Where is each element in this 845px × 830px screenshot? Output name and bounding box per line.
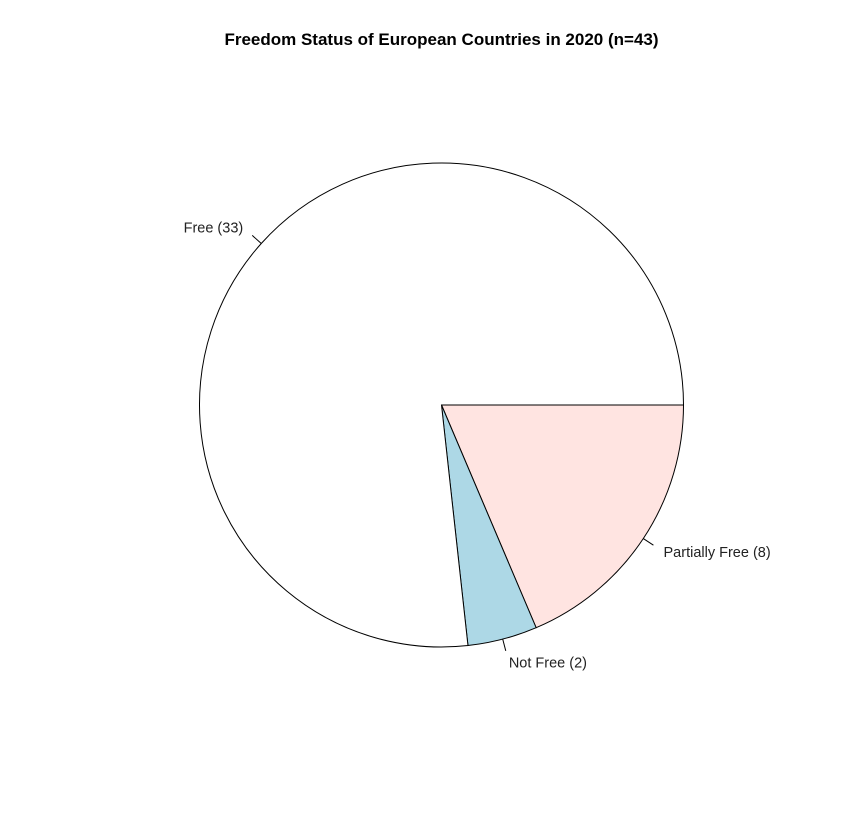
pie-slice-label: Not Free (2) (509, 656, 587, 672)
pie-labels: Partially Free (8) Not Free (2) Free (33) (184, 220, 771, 671)
pie-slice-label: Free (33) (184, 220, 244, 236)
pie-slices (199, 162, 685, 648)
pie-label-tick (643, 538, 654, 546)
pie-slice-partially-free-8 (440, 404, 685, 629)
pie-slice-free-33 (199, 162, 685, 648)
pie-label-tick (251, 235, 262, 244)
chart-title: Freedom Status of European Countries in … (224, 30, 659, 49)
pie-slice-label: Partially Free (8) (664, 545, 771, 561)
pie-label-tick (502, 639, 507, 651)
